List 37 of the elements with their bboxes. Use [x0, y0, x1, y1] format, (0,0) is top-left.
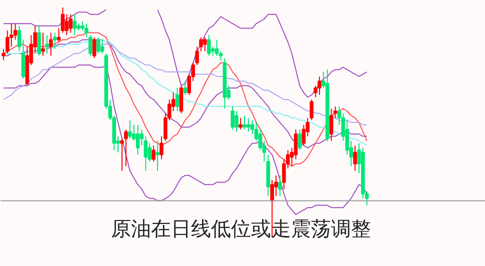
candlestick: [45, 34, 49, 54]
candlestick: [318, 76, 322, 96]
candlestick: [203, 36, 207, 52]
candlestick: [72, 14, 76, 36]
candlestick: [214, 39, 219, 56]
candlestick: [124, 128, 128, 167]
candlestick: [199, 36, 203, 52]
candlestick: [152, 145, 156, 162]
candlestick: [230, 106, 234, 130]
candlestick: [207, 34, 211, 56]
candlestick: [100, 39, 104, 54]
candlestick: [238, 117, 242, 130]
candlestick: [246, 117, 250, 132]
candlestick: [49, 32, 53, 56]
candlestick: [310, 99, 314, 121]
candlestick: [68, 14, 73, 34]
candlestick: [353, 145, 357, 172]
candlestick: [234, 110, 238, 132]
candlestick: [128, 120, 132, 140]
candlestick: [156, 140, 160, 172]
candlestick: [179, 85, 184, 114]
candlestick: [148, 142, 152, 162]
candlestick: [278, 174, 282, 197]
candlestick: [41, 32, 45, 56]
candlestick: [52, 32, 57, 50]
candlestick: [64, 14, 69, 36]
candlestick: [37, 25, 41, 56]
candlestick: [17, 25, 22, 52]
candlestick: [92, 36, 96, 59]
candlestick: [183, 80, 188, 96]
candlestick: [96, 36, 100, 54]
candlestick: [298, 128, 302, 151]
candlestick: [242, 115, 246, 130]
candlestick: [175, 88, 180, 112]
candlestick: [136, 124, 140, 156]
candlestick: [329, 108, 334, 142]
candlestick: [21, 39, 26, 80]
